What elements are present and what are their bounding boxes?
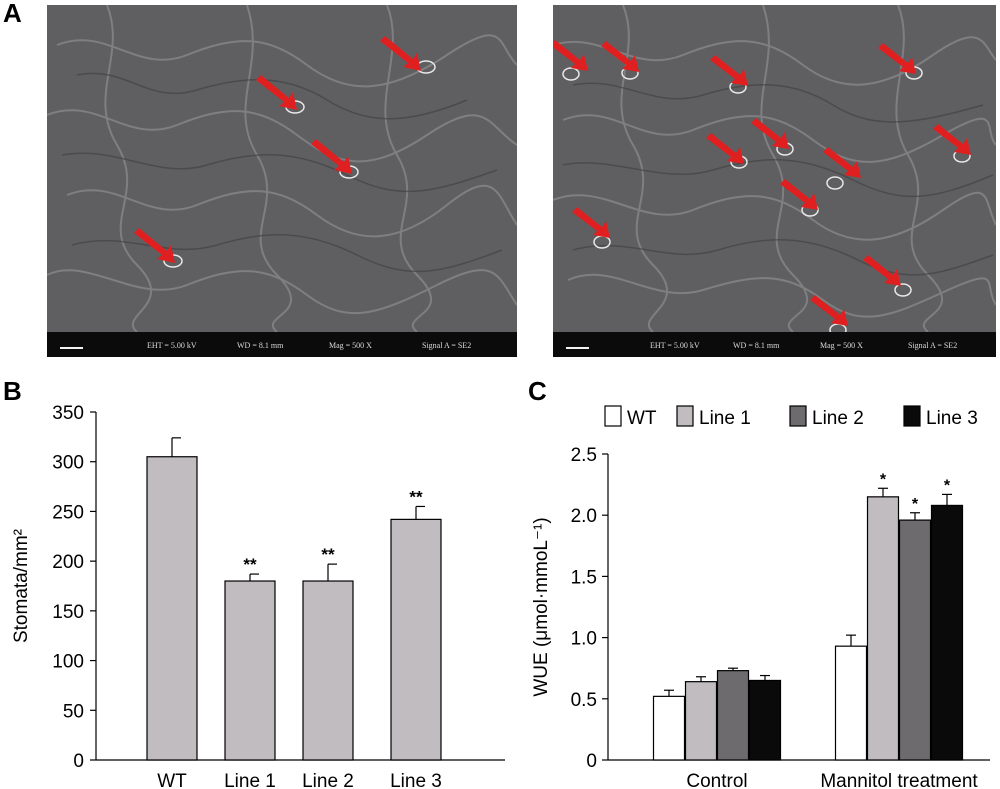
bar-line-3 (390, 518, 442, 761)
y-tick-label: 150 (52, 602, 84, 623)
stoma-arrow (810, 295, 848, 326)
x-tick-label: Control (686, 771, 747, 789)
bar-line-3 (748, 679, 782, 761)
y-tick-label: 100 (52, 652, 84, 673)
significance-mark: * (912, 496, 919, 513)
y-tick-label: 1.0 (571, 629, 597, 650)
bar-line-2 (898, 519, 932, 761)
bar-line-1 (684, 681, 718, 761)
y-axis-title: Stomata/mm² (11, 529, 32, 643)
x-tick-label: Mannitol treatment (820, 771, 978, 789)
sem-signal: Signal A = SE2 (908, 341, 958, 350)
bar-line-1 (866, 496, 900, 761)
panel-label-b: B (3, 376, 22, 406)
sem-surface-transgenic (553, 5, 996, 332)
sem-wd: WD = 8.1 mm (733, 341, 780, 350)
bar-wt (834, 645, 868, 761)
y-tick-label: 0.5 (571, 690, 597, 711)
bar-line-2 (302, 580, 354, 761)
y-tick-label: 2.5 (571, 445, 597, 466)
y-tick-label: 300 (52, 453, 84, 474)
y-axis-title: WUE (μmol·mmoL⁻¹) (531, 517, 552, 696)
legend-label: Line 2 (812, 408, 864, 429)
legend-label: Line 1 (699, 408, 751, 429)
legend-label: Line 3 (926, 408, 978, 429)
sem-info-bar: EHT = 5.00 kV WD = 8.1 mm Mag = 500 X Si… (553, 332, 996, 357)
scale-bar (566, 347, 589, 349)
y-tick-label: 250 (52, 502, 84, 523)
stoma-arrow (751, 118, 789, 149)
sem-image-wt: EHT = 5.00 kV WD = 8.1 mm Mag = 500 X Si… (47, 5, 517, 357)
y-tick-label: 1.5 (571, 567, 597, 588)
panel-label-a: A (3, 0, 22, 28)
y-tick-label: 350 (52, 403, 84, 424)
panel-label-c: C (528, 376, 547, 406)
significance-mark: ** (243, 555, 257, 574)
significance-mark: * (880, 471, 887, 488)
stoma-arrow (863, 255, 901, 286)
stoma-arrow (706, 133, 744, 164)
significance-mark: * (944, 477, 951, 494)
x-tick-label: Line 2 (302, 771, 354, 789)
sem-eht: EHT = 5.00 kV (147, 341, 197, 350)
stoma-arrow (823, 147, 861, 178)
stoma-arrow (933, 124, 971, 155)
bar-line-2 (716, 670, 750, 761)
bar-wt (652, 695, 686, 761)
y-tick-label: 0 (73, 751, 84, 772)
sem-image-transgenic: EHT = 5.00 kV WD = 8.1 mm Mag = 500 X Si… (553, 5, 996, 357)
y-tick-label: 200 (52, 552, 84, 573)
stoma-arrow (380, 36, 421, 71)
stoma-arrow (601, 41, 639, 72)
sem-mag: Mag = 500 X (329, 341, 372, 350)
legend-label: WT (627, 408, 657, 429)
y-tick-label: 50 (63, 701, 84, 722)
bar-wt (146, 456, 198, 761)
stoma-arrow (134, 228, 175, 263)
bar-line-1 (224, 580, 276, 761)
bar-line-3 (930, 504, 964, 761)
y-tick-label: 0 (586, 751, 597, 772)
legend-swatch (789, 405, 807, 427)
stoma-arrow (572, 207, 610, 238)
stoma-arrow (553, 40, 588, 71)
stoma-arrow (256, 75, 297, 110)
sem-info-bar: EHT = 5.00 kV WD = 8.1 mm Mag = 500 X Si… (47, 332, 517, 357)
stoma-arrow (710, 55, 748, 86)
legend-swatch (903, 405, 921, 427)
sem-surface-wt (47, 5, 517, 332)
y-tick-label: 2.0 (571, 506, 597, 527)
x-tick-label: Line 3 (390, 771, 442, 789)
x-tick-label: Line 1 (224, 771, 276, 789)
significance-mark: ** (409, 487, 423, 506)
stoma-arrow (780, 179, 818, 210)
legend-swatch (604, 405, 622, 427)
chart-wue: 0 0.5 1.0 1.5 2.0 2.5 Control * * * Mannitol treat… (531, 405, 990, 789)
sem-mag: Mag = 500 X (820, 341, 863, 350)
stoma-arrow (878, 43, 916, 74)
x-tick-label: WT (157, 771, 187, 789)
significance-mark: ** (321, 545, 335, 564)
chart-stomata-density: 0 50 100 150 200 250 300 350 WT ** Line 1 ** Line 2 *… (11, 403, 505, 789)
legend-swatch (676, 405, 694, 427)
sem-signal: Signal A = SE2 (422, 341, 472, 350)
sem-wd: WD = 8.1 mm (237, 341, 284, 350)
stoma-arrow (311, 139, 352, 174)
scale-bar (60, 347, 83, 349)
sem-eht: EHT = 5.00 kV (650, 341, 700, 350)
